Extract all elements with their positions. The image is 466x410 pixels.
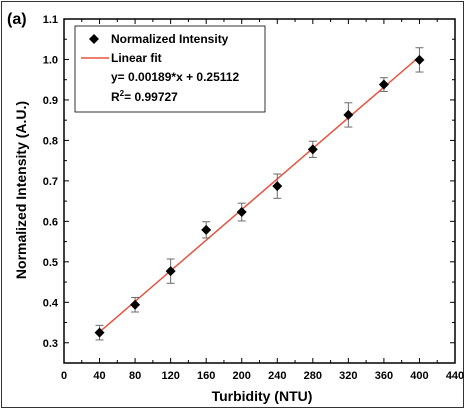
x-tick-label: 120 — [161, 370, 179, 382]
r-squared-symbol: R — [111, 90, 120, 104]
y-tick-label: 0.8 — [43, 135, 58, 147]
y-tick-label: 1.0 — [43, 54, 58, 66]
data-points — [94, 47, 425, 341]
fit-line-group — [99, 56, 420, 333]
legend-marker-diamond — [89, 34, 99, 44]
y-tick-label: 0.6 — [43, 216, 58, 228]
x-tick-label: 360 — [375, 370, 393, 382]
legend-box — [74, 25, 266, 113]
data-point — [94, 327, 105, 338]
x-tick-label: 280 — [304, 370, 322, 382]
data-point — [414, 54, 425, 65]
data-point — [236, 207, 247, 218]
x-axis-title: Turbidity (NTU) — [212, 388, 313, 404]
x-tick-label: 320 — [339, 370, 357, 382]
data-point — [307, 144, 318, 155]
x-tick-label: 200 — [233, 370, 251, 382]
data-point — [130, 299, 141, 310]
data-point — [165, 266, 176, 277]
y-tick-label: 0.5 — [43, 257, 58, 269]
x-tick-label: 400 — [410, 370, 428, 382]
y-tick-label: 0.3 — [43, 338, 58, 350]
r-squared-superscript: 2 — [120, 89, 125, 98]
y-tick-label: 0.9 — [43, 95, 58, 107]
panel-label: (a) — [7, 11, 27, 28]
x-tick-label: 80 — [129, 370, 141, 382]
linear-fit-line — [99, 56, 420, 333]
legend-label-points: Normalized Intensity — [111, 32, 229, 46]
legend-label-fit: Linear fit — [111, 51, 162, 65]
legend: Normalized Intensity Linear fit y= 0.001… — [74, 25, 266, 113]
x-tick-label: 0 — [61, 370, 67, 382]
y-tick-label: 0.4 — [43, 297, 59, 309]
y-tick-label: 0.7 — [43, 176, 58, 188]
ticks: 0 40 80 120 160 200 240 280 320 360 400 440 0.3 0.4 0.… — [43, 14, 464, 382]
y-axis-title: Normalized Intensity (A.U.) — [13, 101, 29, 279]
r-squared-value: = 0.99727 — [124, 90, 178, 104]
y-tick-label: 1.1 — [43, 14, 58, 26]
x-tick-label: 440 — [446, 370, 464, 382]
data-point — [378, 79, 389, 90]
data-point — [343, 109, 354, 120]
data-point — [272, 181, 283, 192]
data-point — [201, 224, 212, 235]
fit-equation: y= 0.00189*x + 0.25112 — [111, 70, 239, 84]
x-tick-label: 40 — [93, 370, 105, 382]
x-tick-label: 240 — [268, 370, 286, 382]
x-tick-label: 160 — [197, 370, 215, 382]
r-squared: R2= 0.99727 — [111, 89, 178, 104]
